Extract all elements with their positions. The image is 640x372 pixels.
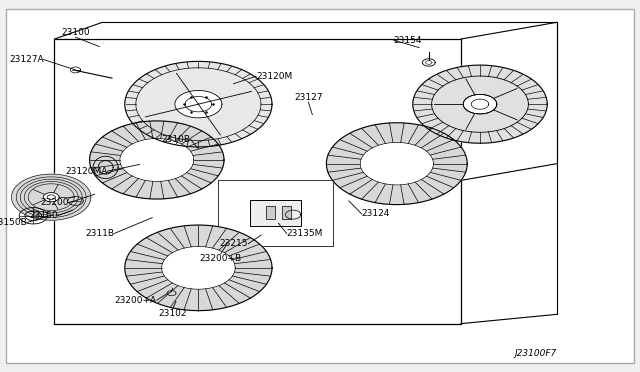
Text: 23120M: 23120M bbox=[256, 72, 292, 81]
Circle shape bbox=[125, 61, 272, 147]
Text: 23150: 23150 bbox=[29, 211, 58, 220]
Polygon shape bbox=[120, 138, 194, 182]
Text: 23124: 23124 bbox=[362, 209, 390, 218]
Text: 2310B: 2310B bbox=[162, 135, 191, 144]
Text: 23120MA: 23120MA bbox=[65, 167, 108, 176]
Text: 2311B: 2311B bbox=[85, 229, 114, 238]
Polygon shape bbox=[360, 142, 433, 185]
Text: 23150B: 23150B bbox=[0, 218, 27, 227]
Text: 23154: 23154 bbox=[394, 36, 422, 45]
Text: 23215: 23215 bbox=[220, 239, 248, 248]
Text: 23127A: 23127A bbox=[9, 55, 44, 64]
Text: 23200: 23200 bbox=[40, 198, 69, 207]
Polygon shape bbox=[90, 121, 224, 199]
Bar bbox=[266, 206, 275, 219]
Text: 23127: 23127 bbox=[294, 93, 323, 102]
Polygon shape bbox=[326, 123, 467, 205]
Circle shape bbox=[12, 174, 91, 220]
Text: 23102: 23102 bbox=[159, 309, 187, 318]
Circle shape bbox=[463, 94, 497, 114]
Text: J23100F7: J23100F7 bbox=[515, 349, 557, 358]
Circle shape bbox=[44, 193, 59, 202]
Text: 23100: 23100 bbox=[61, 28, 90, 37]
Bar bbox=[250, 200, 301, 226]
Text: 23200+B: 23200+B bbox=[200, 254, 242, 263]
Polygon shape bbox=[413, 65, 547, 143]
Polygon shape bbox=[125, 225, 272, 311]
Polygon shape bbox=[162, 247, 236, 289]
Text: 23200+A: 23200+A bbox=[115, 296, 157, 305]
Bar bbox=[282, 206, 291, 219]
Circle shape bbox=[175, 90, 222, 118]
Text: 23135M: 23135M bbox=[287, 229, 323, 238]
